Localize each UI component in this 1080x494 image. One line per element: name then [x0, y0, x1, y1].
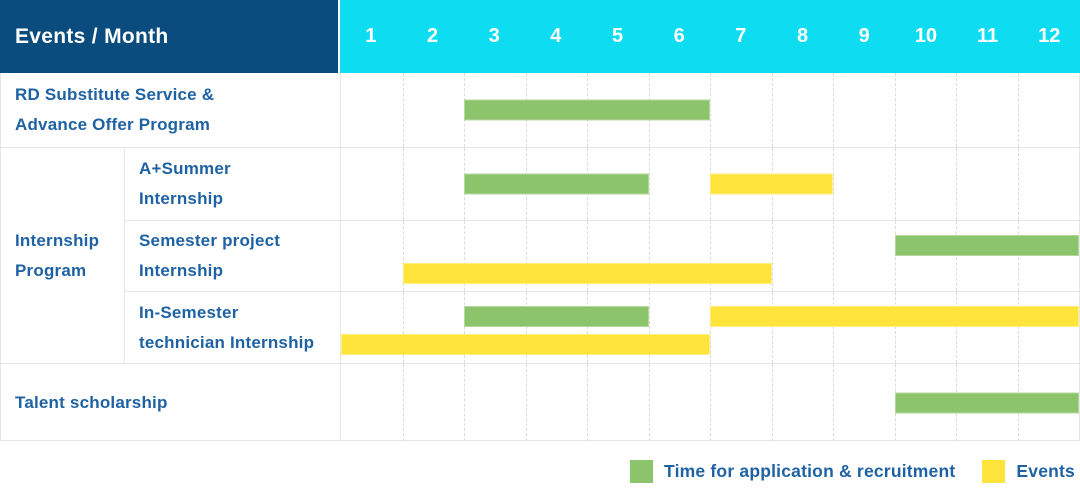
header-months-row: 1 2 3 4 5 6 7 8 9 10 11 12 [340, 0, 1080, 73]
gantt-bar-yellow [710, 173, 833, 195]
row-label-semester-project-internship: Semester project Internship [139, 230, 281, 280]
chart-cell-a-summer-internship [340, 148, 1079, 220]
month-label: 7 [735, 25, 747, 47]
table-row: In-Semester technician Internship [125, 291, 1079, 363]
legend-label-events: Events [1016, 460, 1075, 481]
month-gridline [894, 292, 896, 363]
row-label-cell-in-semester: In-Semester technician Internship [125, 292, 340, 363]
table-row: A+Summer Internship [125, 148, 1079, 220]
month-label: 6 [673, 25, 685, 47]
row-label-cell-a-summer: A+Summer Internship [125, 148, 340, 220]
month-gridline [833, 148, 834, 220]
table-row: RD Substitute Service & Advance Offer Pr… [1, 73, 1079, 148]
table-rowgroup-internship-program: Internship Program A+Summer Internship S… [1, 148, 1079, 364]
table-body: RD Substitute Service & Advance Offer Pr… [0, 73, 1080, 441]
legend-item-events: Events [982, 459, 1075, 483]
gantt-bar-yellow [710, 306, 1079, 328]
month-gridline [1017, 292, 1019, 363]
month-label: 3 [488, 25, 500, 47]
legend-item-application-recruitment: Time for application & recruitment [630, 459, 956, 483]
table-row: Talent scholarship [1, 364, 1079, 441]
month-gridline [1017, 73, 1019, 147]
month-gridline [771, 364, 773, 441]
month-gridline [771, 292, 773, 363]
row-label-rd-substitute: RD Substitute Service & Advance Offer Pr… [15, 85, 215, 134]
month-gridline [956, 292, 957, 363]
row-label-cell-rd-substitute: RD Substitute Service & Advance Offer Pr… [1, 73, 340, 147]
month-label: 12 [1038, 25, 1061, 47]
month-label: 8 [796, 25, 809, 47]
legend-label-application-recruitment: Time for application & recruitment [664, 460, 956, 481]
row-label-a-summer-internship: A+Summer Internship [139, 158, 231, 208]
gantt-bar-yellow [341, 334, 710, 356]
month-gridline [833, 220, 834, 292]
month-gridline [894, 148, 896, 220]
group-label-cell-internship-program: Internship Program [1, 148, 125, 363]
month-gridline [833, 292, 834, 363]
row-label-cell-semester-project: Semester project Internship [125, 221, 340, 292]
row-label-talent-scholarship: Talent scholarship [15, 392, 168, 412]
month-gridline [1017, 220, 1019, 292]
internship-subrows: A+Summer Internship Semester project Int… [125, 148, 1079, 363]
table-row: Semester project Internship [125, 219, 1079, 292]
month-label: 1 [365, 25, 377, 47]
month-gridline [833, 364, 834, 441]
chart-cell-talent-scholarship [340, 364, 1079, 441]
month-gridline [1017, 148, 1019, 220]
month-gridline [771, 220, 773, 292]
gantt-bar-green [464, 99, 710, 121]
month-gridline [710, 364, 711, 441]
month-gridline [464, 364, 465, 441]
month-gridline [956, 220, 957, 292]
gantt-bar-green [894, 392, 1079, 413]
legend-swatch-yellow [982, 459, 1006, 483]
month-gridline [956, 148, 957, 220]
month-label: 11 [976, 25, 999, 47]
month-gridline [402, 364, 404, 441]
month-gridline [587, 364, 588, 441]
chart-cell-semester-project-internship [340, 220, 1079, 292]
month-label: 2 [426, 25, 439, 47]
month-gridline [894, 73, 896, 147]
month-gridline [833, 73, 834, 147]
header-title-cell: Events / Month [0, 0, 338, 73]
month-label: 4 [550, 25, 562, 47]
header-title: Events / Month [15, 24, 169, 48]
legend: Time for application & recruitment Event… [630, 458, 1075, 484]
gantt-bar-green [464, 173, 649, 195]
gantt-bar-yellow [402, 262, 772, 284]
month-gridline [894, 220, 896, 292]
gantt-bar-green [894, 234, 1079, 256]
month-gridline [525, 364, 527, 441]
month-gridline [648, 364, 650, 441]
month-label: 10 [914, 25, 937, 47]
month-gridline [402, 148, 404, 220]
month-gridline [710, 292, 711, 363]
gantt-bar-green [464, 306, 649, 328]
group-label-internship-program: Internship Program [15, 230, 100, 280]
month-gridline [402, 73, 404, 147]
month-gridline [648, 148, 650, 220]
row-label-in-semester-technician-internship: In-Semester technician Internship [139, 302, 315, 352]
row-label-cell-talent-scholarship: Talent scholarship [1, 364, 340, 441]
header-row: Events / Month 1 2 3 4 5 6 7 8 9 10 11 1… [0, 0, 1080, 73]
month-gridline [956, 73, 957, 147]
month-gridline [710, 73, 711, 147]
chart-cell-rd-substitute [340, 73, 1079, 147]
chart-cell-in-semester-technician-internship [340, 292, 1079, 363]
month-gridline [771, 73, 773, 147]
month-label: 5 [611, 25, 624, 47]
legend-swatch-green [630, 459, 654, 483]
month-label: 9 [858, 25, 870, 47]
